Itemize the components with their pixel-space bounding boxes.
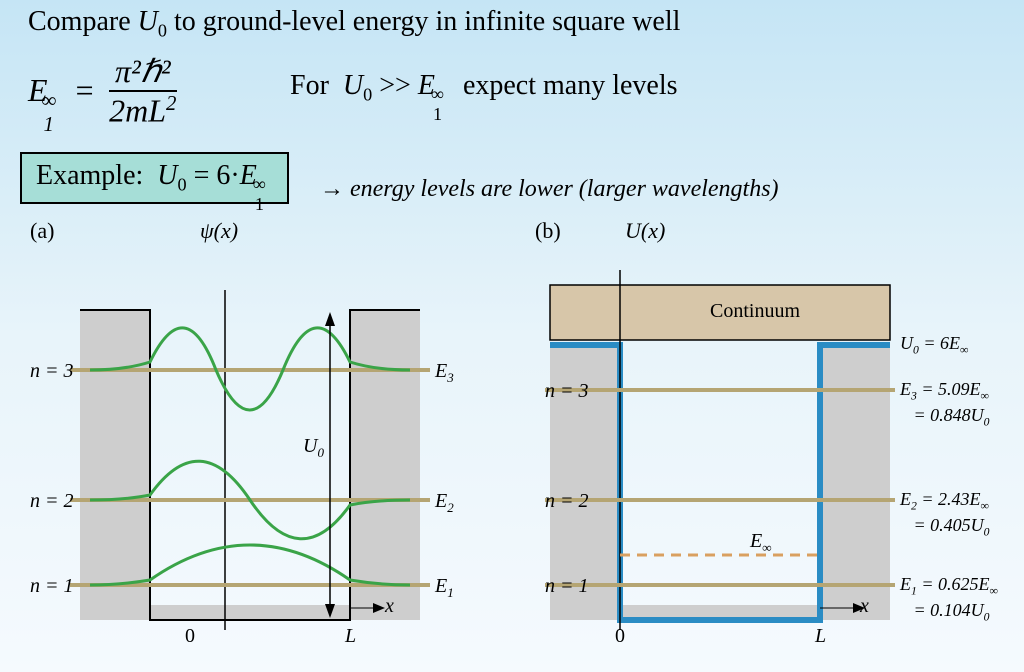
- E2-eq: E2 = 2.43E∞ = 0.405U0: [900, 488, 990, 540]
- L-label-a: L: [345, 625, 356, 648]
- U0-label-a: U0: [303, 435, 324, 461]
- n2-label-a: n = 2: [30, 490, 74, 513]
- U0-eq: U0 = 6E∞: [900, 332, 968, 358]
- condition-text: For U0 >> E∞1 expect many levels: [290, 70, 678, 106]
- Einf-label: E∞: [750, 530, 772, 556]
- continuum-label: Continuum: [710, 300, 800, 323]
- n2-label-b: n = 2: [545, 490, 589, 513]
- example-box: Example: U0 = 6·E∞1: [20, 152, 289, 204]
- u0-arrow-head-up: [325, 312, 335, 326]
- panel-a-diagram: n = 1 n = 2 n = 3 E1 E2 E3 U0 x 0 L: [30, 250, 500, 660]
- zero-label-a: 0: [185, 625, 195, 648]
- well-wall-right: [350, 310, 420, 620]
- page-title: Compare U0 to ground-level energy in inf…: [28, 6, 680, 42]
- L-label-b: L: [815, 625, 826, 648]
- panel-a-label: (a): [30, 218, 54, 244]
- panel-b-label: (b): [535, 218, 561, 244]
- zero-label-b: 0: [615, 625, 625, 648]
- E1-eq: E1 = 0.625E∞ = 0.104U0: [900, 573, 998, 625]
- well-wall-right-b: [820, 345, 890, 620]
- well-floor: [80, 605, 420, 620]
- arrow-note: → energy levels are lower (larger wavele…: [320, 176, 779, 203]
- formula-denominator: 2mL2: [103, 92, 182, 130]
- panel-b-func: U(x): [625, 218, 665, 244]
- example-prefix: Example:: [36, 160, 143, 191]
- well-wall-left: [80, 310, 150, 620]
- n1-label-a: n = 1: [30, 575, 74, 598]
- formula-numerator: π²ℏ²: [109, 52, 177, 92]
- n3-label-a: n = 3: [30, 360, 74, 383]
- E2-label-a: E2: [435, 490, 454, 516]
- panel-a-svg: [30, 250, 500, 660]
- panel-a-func: ψ(x): [200, 218, 238, 244]
- n3-label-b: n = 3: [545, 380, 589, 403]
- x-label-a: x: [385, 595, 394, 618]
- ground-state-formula: E∞1 = π²ℏ² 2mL2: [28, 52, 182, 130]
- E1-label-a: E1: [435, 575, 454, 601]
- panel-b-diagram: Continuum n = 1 n = 2 n = 3 E∞ x 0 L U0 …: [520, 250, 1020, 660]
- n1-label-b: n = 1: [545, 575, 589, 598]
- x-label-b: x: [860, 595, 869, 618]
- E3-eq: E3 = 5.09E∞ = 0.848U0: [900, 378, 990, 430]
- E3-label-a: E3: [435, 360, 454, 386]
